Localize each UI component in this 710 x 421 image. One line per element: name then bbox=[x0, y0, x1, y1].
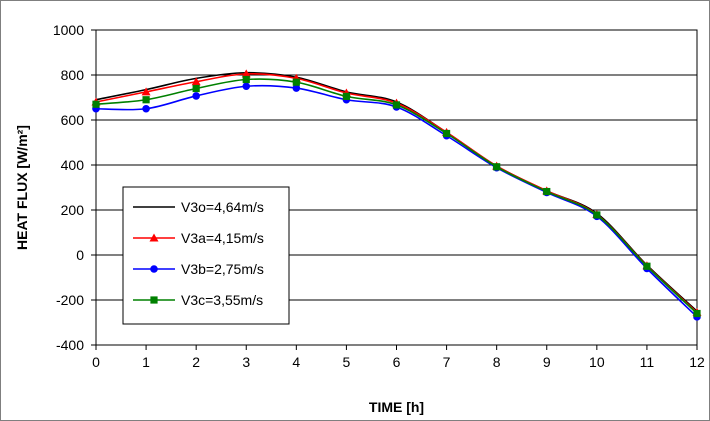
data-point-v3b-3 bbox=[242, 82, 251, 91]
data-point-v3c-8 bbox=[493, 163, 501, 171]
x-axis-title: TIME [h] bbox=[369, 399, 424, 415]
data-point-v3c-2 bbox=[192, 84, 200, 93]
x-tick-label: 2 bbox=[192, 354, 200, 370]
x-tick-label: 5 bbox=[343, 354, 351, 370]
data-point-v3c-12 bbox=[693, 309, 701, 318]
x-tick-label: 10 bbox=[589, 354, 605, 370]
x-tick-label: 1 bbox=[142, 354, 150, 370]
legend-marker-3 bbox=[150, 296, 158, 304]
x-tick-label: 6 bbox=[393, 354, 401, 370]
data-point-v3a-1 bbox=[141, 87, 151, 96]
data-point-v3c-0 bbox=[92, 100, 100, 108]
data-point-v3c-5 bbox=[342, 92, 351, 100]
data-point-v3b-1 bbox=[142, 104, 150, 113]
data-point-v3c-11 bbox=[643, 262, 651, 270]
data-point-v3c-1 bbox=[142, 96, 150, 104]
y-tick-label: 600 bbox=[61, 112, 85, 128]
legend-label-v3b: V3b=2,75m/s bbox=[181, 261, 264, 277]
series-group bbox=[91, 69, 702, 321]
y-tick-label: 800 bbox=[61, 67, 85, 83]
data-point-v3c-4 bbox=[292, 78, 300, 86]
legend-label-v3c: V3c=3,55m/s bbox=[181, 292, 263, 308]
data-point-v3b-4 bbox=[292, 84, 301, 92]
legend-marker-1 bbox=[149, 233, 159, 242]
x-tick-label: 8 bbox=[493, 354, 501, 370]
legend-entry-v3b: V3b=2,75m/s bbox=[133, 261, 264, 277]
x-tick-label: 11 bbox=[640, 354, 655, 370]
y-tick-label: -200 bbox=[56, 292, 84, 308]
y-tick-label: 200 bbox=[61, 202, 85, 218]
data-point-v3c-9 bbox=[543, 187, 551, 196]
y-tick-label: -400 bbox=[56, 337, 84, 353]
data-point-v3c-6 bbox=[392, 101, 401, 109]
data-point-v3b-2 bbox=[192, 92, 200, 100]
x-tick-label: 0 bbox=[92, 354, 100, 370]
y-tick-label: 0 bbox=[76, 247, 84, 263]
legend-label-v3o: V3o=4,64m/s bbox=[181, 199, 264, 215]
legend: V3o=4,64m/s V3a=4,15m/s V3b=2,75m/s V3c=… bbox=[122, 186, 290, 325]
legend-entry-v3o: V3o=4,64m/s bbox=[133, 199, 264, 215]
y-axis-title: HEAT FLUX [W/m²] bbox=[14, 125, 30, 250]
x-tick-label: 9 bbox=[543, 354, 551, 370]
data-point-v3c-7 bbox=[442, 129, 451, 138]
data-point-v3c-10 bbox=[593, 211, 601, 219]
x-tick-label: 12 bbox=[689, 354, 705, 370]
y-tick-label: 400 bbox=[61, 157, 85, 173]
data-point-v3c-3 bbox=[242, 75, 250, 84]
legend-marker-2 bbox=[150, 265, 158, 273]
legend-label-v3a: V3a=4,15m/s bbox=[181, 230, 264, 246]
y-tick-label: 1000 bbox=[53, 22, 84, 38]
x-tick-label: 4 bbox=[292, 354, 300, 370]
legend-entry-v3c: V3c=3,55m/s bbox=[133, 292, 263, 308]
data-point-v3a-2 bbox=[191, 77, 201, 86]
x-tick-label: 3 bbox=[242, 354, 250, 370]
x-tick-label: 7 bbox=[443, 354, 451, 370]
series-v3c bbox=[92, 75, 701, 318]
legend-entry-v3a: V3a=4,15m/s bbox=[133, 230, 264, 246]
data-point-v3a-3 bbox=[241, 69, 251, 78]
